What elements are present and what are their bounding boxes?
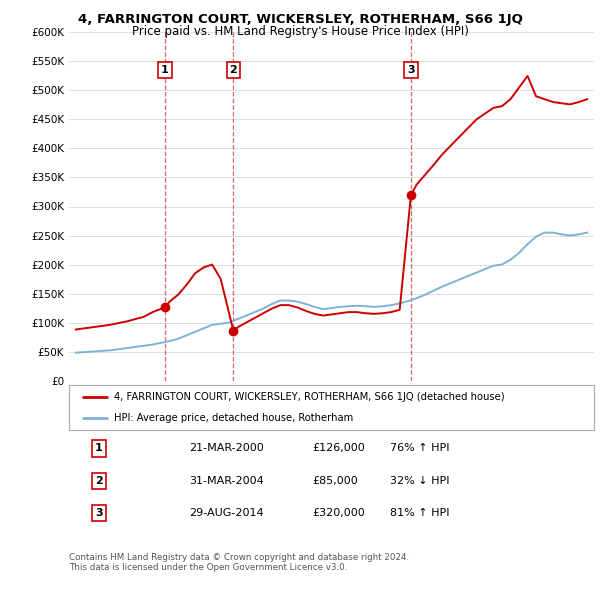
Text: 4, FARRINGTON COURT, WICKERSLEY, ROTHERHAM, S66 1JQ: 4, FARRINGTON COURT, WICKERSLEY, ROTHERH… [77, 13, 523, 26]
Text: 1: 1 [161, 65, 169, 75]
Text: 2: 2 [95, 476, 103, 486]
Text: 31-MAR-2004: 31-MAR-2004 [189, 476, 264, 486]
Text: This data is licensed under the Open Government Licence v3.0.: This data is licensed under the Open Gov… [69, 563, 347, 572]
Text: £85,000: £85,000 [312, 476, 358, 486]
Text: 29-AUG-2014: 29-AUG-2014 [189, 509, 263, 518]
Text: 76% ↑ HPI: 76% ↑ HPI [390, 444, 449, 453]
Text: £126,000: £126,000 [312, 444, 365, 453]
Text: HPI: Average price, detached house, Rotherham: HPI: Average price, detached house, Roth… [113, 414, 353, 424]
Text: 3: 3 [407, 65, 415, 75]
Text: 1: 1 [95, 444, 103, 453]
Text: 2: 2 [230, 65, 238, 75]
Text: Contains HM Land Registry data © Crown copyright and database right 2024.: Contains HM Land Registry data © Crown c… [69, 553, 409, 562]
Text: 21-MAR-2000: 21-MAR-2000 [189, 444, 264, 453]
Text: 32% ↓ HPI: 32% ↓ HPI [390, 476, 449, 486]
Text: Price paid vs. HM Land Registry's House Price Index (HPI): Price paid vs. HM Land Registry's House … [131, 25, 469, 38]
Text: £320,000: £320,000 [312, 509, 365, 518]
Text: 4, FARRINGTON COURT, WICKERSLEY, ROTHERHAM, S66 1JQ (detached house): 4, FARRINGTON COURT, WICKERSLEY, ROTHERH… [113, 392, 504, 402]
Text: 3: 3 [95, 509, 103, 518]
Text: 81% ↑ HPI: 81% ↑ HPI [390, 509, 449, 518]
